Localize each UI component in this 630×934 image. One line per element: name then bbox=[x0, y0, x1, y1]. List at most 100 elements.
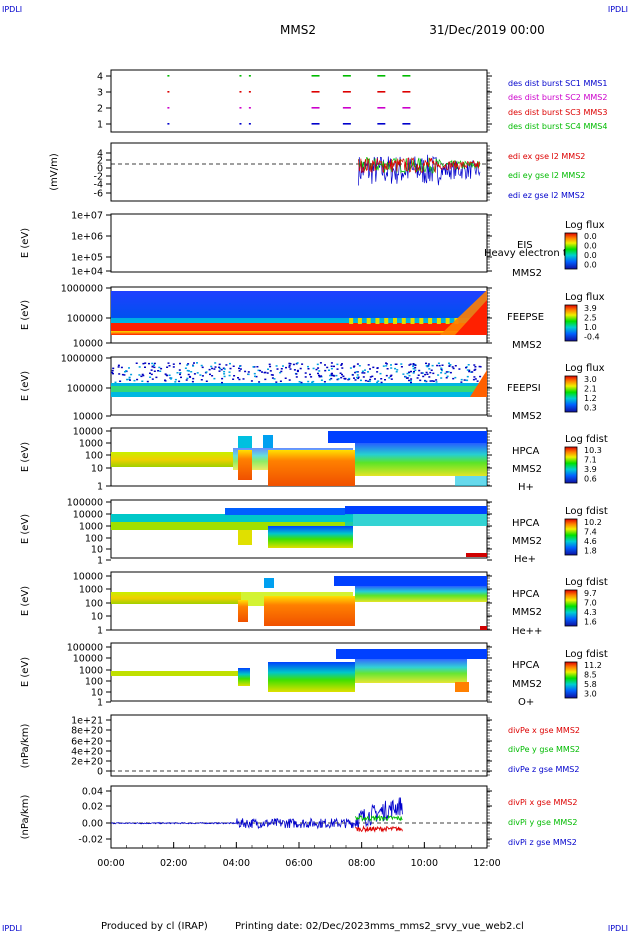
ytick-label: 0 bbox=[97, 767, 103, 778]
feepsi-speckle bbox=[340, 376, 343, 379]
colorbar-title: Log flux bbox=[565, 363, 605, 374]
feepsi-speckle bbox=[340, 364, 343, 366]
feepsi-speckle bbox=[315, 368, 318, 371]
feepse-stripe bbox=[436, 318, 441, 324]
burst-mark bbox=[402, 91, 411, 93]
colorbar-value: 1.6 bbox=[584, 618, 597, 627]
hpca-he-instrument-label: HPCA bbox=[512, 518, 540, 529]
feepsi-speckle bbox=[358, 365, 361, 367]
xtick-label: 10:00 bbox=[411, 858, 438, 869]
feepsi-speckle bbox=[223, 375, 226, 378]
edi-series-line bbox=[358, 157, 481, 174]
feepsi-speckle bbox=[364, 369, 366, 371]
legend-entry: divPi y gse MMS2 bbox=[508, 818, 577, 827]
feepsi-ylabel: E (eV) bbox=[20, 371, 31, 401]
feepsi-speckle bbox=[120, 366, 123, 369]
feepsi-speckle bbox=[186, 364, 189, 366]
feepse-spacecraft-label: MMS2 bbox=[512, 340, 542, 351]
feepsi-speckle bbox=[233, 375, 236, 377]
hpca-o-ylabel: E (eV) bbox=[20, 657, 31, 687]
feepsi-speckle bbox=[193, 373, 196, 375]
colorbar bbox=[564, 304, 578, 342]
feepsi-speckle bbox=[416, 377, 419, 379]
ytick-label: 8e+20 bbox=[71, 726, 103, 737]
ytick-label: 1e+04 bbox=[71, 267, 103, 278]
hpca-h-ylabel: E (eV) bbox=[20, 442, 31, 472]
feepsi-speckle bbox=[432, 372, 435, 375]
feepsi-speckle bbox=[376, 371, 379, 373]
feepsi-speckle bbox=[330, 377, 333, 380]
feepsi-speckle bbox=[341, 373, 343, 376]
colorbar-value: -0.4 bbox=[584, 333, 600, 342]
feepsi-speckle bbox=[473, 376, 476, 378]
burst-mark bbox=[239, 107, 242, 109]
panel-feepse: 1000000 100000 10000 E (eV) FEEPSE MMS2 Lo… bbox=[20, 284, 605, 352]
feepsi-speckle bbox=[437, 374, 440, 376]
feepsi-speckle bbox=[390, 378, 393, 380]
colorbar-value: 7.4 bbox=[584, 528, 597, 537]
feepsi-speckle bbox=[111, 369, 114, 372]
feepsi-speckle bbox=[405, 377, 408, 379]
feepsi-speckle bbox=[174, 381, 177, 383]
feepsi-speckle bbox=[266, 372, 269, 374]
colorbar-value: 10.2 bbox=[584, 518, 602, 527]
ytick-label: 0.00 bbox=[82, 819, 103, 830]
feepsi-speckle bbox=[451, 366, 454, 368]
feepsi-speckle bbox=[385, 365, 388, 367]
feepsi-speckle bbox=[318, 376, 321, 378]
feepsi-speckle bbox=[267, 368, 269, 370]
xtick-label: 06:00 bbox=[285, 858, 312, 869]
feepsi-speckle bbox=[319, 362, 322, 364]
spacecraft-title: MMS2 bbox=[280, 23, 316, 37]
feepsi-speckle bbox=[166, 366, 169, 368]
feepsi-speckle bbox=[253, 372, 256, 375]
feepsi-speckle bbox=[318, 370, 321, 372]
feepsi-speckle bbox=[255, 375, 258, 378]
feepsi-speckle bbox=[214, 366, 217, 368]
feepsi-speckle bbox=[128, 376, 131, 379]
feepsi-speckle bbox=[269, 365, 272, 368]
footer-produced-by: Produced by cl (IRAP) bbox=[101, 921, 208, 932]
feepsi-speckle bbox=[160, 367, 163, 370]
feepsi-speckle bbox=[440, 377, 443, 379]
feepsi-speckle bbox=[424, 380, 427, 382]
feepsi-speckle bbox=[196, 362, 198, 364]
feepsi-speckle bbox=[186, 369, 189, 372]
feepsi-speckle bbox=[447, 371, 450, 373]
feepsi-speckle bbox=[176, 372, 179, 374]
panel-feepsi: 1000000 100000 10000 E (eV) FEEPSI MMS2 Lo… bbox=[20, 354, 605, 423]
eis-overlay-text: Heavy electron to bbox=[484, 248, 573, 259]
feepsi-speckle bbox=[218, 363, 221, 366]
feepsi-speckle bbox=[354, 379, 357, 381]
feepsi-speckle bbox=[288, 366, 291, 368]
feepse-ylabel: E (eV) bbox=[20, 300, 31, 330]
feepsi-speckle bbox=[400, 363, 403, 365]
feepse-stripe bbox=[366, 318, 371, 324]
feepsi-speckle bbox=[259, 369, 262, 372]
feepsi-speckle bbox=[264, 378, 267, 381]
feepsi-speckle bbox=[341, 363, 343, 365]
feepsi-speckle bbox=[123, 374, 126, 376]
feepsi-speckle bbox=[309, 373, 311, 376]
xtick-label: 12:00 bbox=[473, 858, 500, 869]
feepsi-speckle bbox=[353, 377, 355, 379]
feepsi-speckle bbox=[310, 376, 313, 378]
colorbar-value: 1.0 bbox=[584, 323, 597, 332]
feepse-stripe bbox=[357, 318, 362, 324]
feepsi-speckle bbox=[431, 380, 434, 382]
feepsi-speckle bbox=[200, 379, 203, 381]
feepsi-speckle bbox=[153, 370, 156, 372]
feepse-instrument-label: FEEPSE bbox=[507, 312, 544, 323]
feepsi-speckle bbox=[449, 364, 452, 366]
feepsi-speckle bbox=[144, 366, 146, 368]
feepsi-speckle bbox=[222, 367, 225, 369]
feepsi-speckle bbox=[155, 376, 158, 379]
feepsi-speckle bbox=[180, 376, 182, 379]
legend-entry: divPe y gse MMS2 bbox=[508, 745, 580, 754]
feepsi-speckle bbox=[112, 372, 114, 375]
feepsi-speckle bbox=[354, 371, 357, 374]
burst-mark bbox=[167, 91, 170, 93]
feepsi-speckle bbox=[168, 374, 171, 376]
feepsi-speckle bbox=[465, 366, 467, 369]
feepsi-speckle bbox=[229, 362, 231, 365]
